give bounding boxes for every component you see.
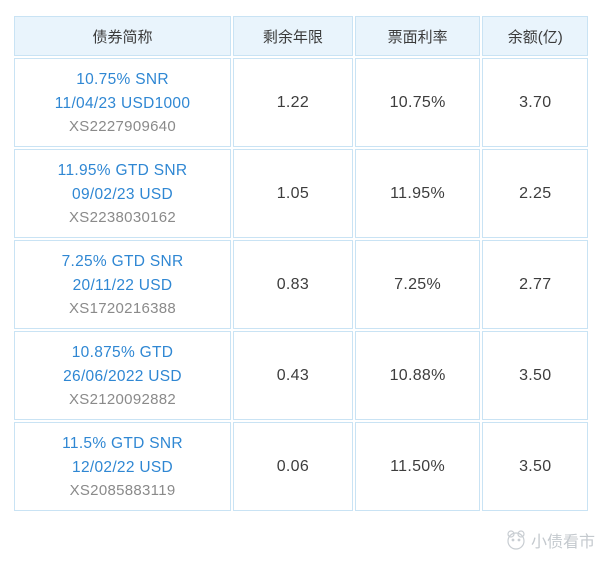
column-header-balance: 余额(亿) <box>482 16 588 56</box>
balance-cell: 2.77 <box>482 240 588 329</box>
bond-isin: XS2120092882 <box>69 390 177 408</box>
remaining-years-cell: 0.43 <box>233 331 353 420</box>
bond-name-cell: 11.95% GTD SNR 09/02/23 USD XS2238030162 <box>14 149 232 238</box>
bond-name-link[interactable]: 7.25% GTD SNR 20/11/22 USD <box>15 250 230 298</box>
bond-name-line1: 10.75% SNR <box>76 70 169 88</box>
bond-name-cell: 10.875% GTD 26/06/2022 USD XS2120092882 <box>14 331 232 420</box>
bond-name-link[interactable]: 11.5% GTD SNR 12/02/22 USD <box>15 432 230 480</box>
bond-name-line2: 12/02/22 USD <box>72 458 173 476</box>
bond-isin: XS2238030162 <box>69 208 177 226</box>
coupon-rate-cell: 11.95% <box>354 149 481 238</box>
bond-table: 债券简称 剩余年限 票面利率 余额(亿) 10.75% SNR 11/04/23… <box>12 14 590 513</box>
remaining-years-cell: 0.06 <box>233 422 353 511</box>
bond-name-line1: 7.25% GTD SNR <box>61 252 184 270</box>
table-row: 7.25% GTD SNR 20/11/22 USD XS1720216388 … <box>14 240 588 329</box>
bond-name-line2: 11/04/23 USD1000 <box>54 94 191 112</box>
table-row: 10.875% GTD 26/06/2022 USD XS2120092882 … <box>14 331 588 420</box>
bond-name-cell: 7.25% GTD SNR 20/11/22 USD XS1720216388 <box>14 240 232 329</box>
remaining-years-cell: 1.22 <box>233 58 353 147</box>
watermark-logo-icon <box>504 529 528 551</box>
bond-name-cell: 10.75% SNR 11/04/23 USD1000 XS2227909640 <box>14 58 232 147</box>
bond-isin: XS2085883119 <box>69 481 176 499</box>
coupon-rate-cell: 10.75% <box>354 58 481 147</box>
bond-isin: XS2227909640 <box>69 117 177 135</box>
bond-name-line1: 10.875% GTD <box>71 343 174 361</box>
bond-name-link[interactable]: 10.875% GTD 26/06/2022 USD <box>15 341 230 389</box>
coupon-rate-cell: 7.25% <box>354 240 481 329</box>
table-header-row: 债券简称 剩余年限 票面利率 余额(亿) <box>14 16 588 56</box>
bond-name-line2: 20/11/22 USD <box>72 276 173 294</box>
table-row: 11.5% GTD SNR 12/02/22 USD XS2085883119 … <box>14 422 588 511</box>
bond-name-link[interactable]: 11.95% GTD SNR 09/02/23 USD <box>15 159 230 207</box>
column-header-bond-name: 债券简称 <box>14 16 232 56</box>
column-header-remaining-years: 剩余年限 <box>233 16 353 56</box>
balance-cell: 3.50 <box>482 331 588 420</box>
bond-name-line1: 11.95% GTD SNR <box>57 161 188 179</box>
balance-cell: 3.70 <box>482 58 588 147</box>
coupon-rate-cell: 11.50% <box>354 422 481 511</box>
balance-cell: 2.25 <box>482 149 588 238</box>
table-row: 11.95% GTD SNR 09/02/23 USD XS2238030162… <box>14 149 588 238</box>
bond-isin: XS1720216388 <box>69 299 177 317</box>
remaining-years-cell: 1.05 <box>233 149 353 238</box>
bond-name-link[interactable]: 10.75% SNR 11/04/23 USD1000 <box>15 68 230 116</box>
remaining-years-cell: 0.83 <box>233 240 353 329</box>
coupon-rate-cell: 10.88% <box>354 331 481 420</box>
watermark-label: 小债看市 <box>530 534 595 551</box>
bond-name-line2: 26/06/2022 USD <box>63 367 182 385</box>
table-row: 10.75% SNR 11/04/23 USD1000 XS2227909640… <box>14 58 588 147</box>
column-header-coupon-rate: 票面利率 <box>354 16 481 56</box>
bond-name-line2: 09/02/23 USD <box>72 185 173 203</box>
bond-name-line1: 11.5% GTD SNR <box>62 434 183 452</box>
bond-name-cell: 11.5% GTD SNR 12/02/22 USD XS2085883119 <box>14 422 232 511</box>
watermark: 小债看市 <box>504 528 595 552</box>
balance-cell: 3.50 <box>482 422 588 511</box>
